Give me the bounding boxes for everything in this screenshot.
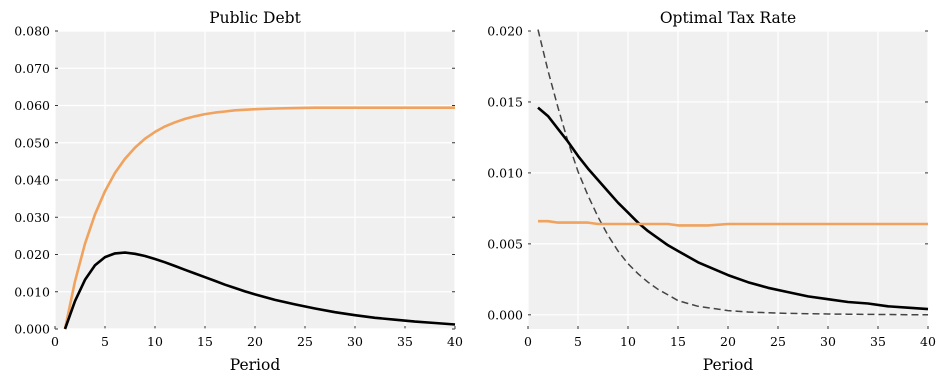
public-debt-y-tick-label: 0.010 — [14, 284, 50, 299]
optimal-tax-rate-series-line-3 — [538, 219, 928, 227]
optimal-tax-rate-y-tick-label: 0.010 — [487, 165, 523, 180]
optimal-tax-rate-x-tick-label: 20 — [720, 334, 736, 349]
public-debt-x-tick-label: 40 — [447, 334, 463, 349]
public-debt-x-tick-label: 0 — [51, 334, 59, 349]
optimal-tax-rate-series-line-1 — [537, 29, 929, 316]
optimal-tax-rate-y-tick-label: 0.005 — [487, 236, 523, 251]
optimal-tax-rate-x-tick-label: 30 — [820, 334, 836, 349]
public-debt-series-line-1 — [63, 106, 455, 330]
public-debt-y-tick-label: 0.080 — [14, 24, 50, 39]
public-debt-x-tick-label: 15 — [197, 334, 213, 349]
public-debt-title: Public Debt — [209, 9, 301, 27]
optimal-tax-rate-x-tick-label: 15 — [670, 334, 686, 349]
optimal-tax-rate-chart: 0 5 10 15 20 25 30 35 40 0.000 0.005 0.010 0.015 0.02… — [487, 9, 936, 374]
optimal-tax-rate-x-tick-label: 35 — [870, 334, 886, 349]
optimal-tax-rate-y-tick-label: 0.015 — [487, 94, 523, 109]
optimal-tax-rate-series-line-2 — [537, 106, 929, 311]
public-debt-x-tick-label: 20 — [247, 334, 263, 349]
public-debt-y-tick-label: 0.050 — [14, 135, 50, 150]
optimal-tax-rate-x-axis-label: Period — [703, 356, 754, 374]
optimal-tax-rate-x-tick-label: 40 — [920, 334, 936, 349]
public-debt-x-tick-label: 5 — [101, 334, 109, 349]
optimal-tax-rate-x-tick-label: 25 — [770, 334, 786, 349]
public-debt-y-tick-label: 0.040 — [14, 173, 50, 188]
optimal-tax-rate-y-tick-label: 0.020 — [487, 24, 523, 39]
optimal-tax-rate-title: Optimal Tax Rate — [660, 9, 796, 27]
public-debt-y-tick-label: 0.060 — [14, 98, 50, 113]
public-debt-y-tick-label: 0.000 — [14, 322, 50, 337]
public-debt-y-tick-label: 0.030 — [14, 210, 50, 225]
public-debt-x-tick-label: 30 — [347, 334, 363, 349]
public-debt-chart: 0 5 10 15 20 25 30 35 40 0.000 0.010 0.020 0.030 0.04… — [14, 9, 463, 374]
optimal-tax-rate-x-tick-label: 10 — [620, 334, 636, 349]
public-debt-x-tick-label: 10 — [147, 334, 163, 349]
public-debt-y-tick-label: 0.070 — [14, 61, 50, 76]
public-debt-x-tick-label: 25 — [297, 334, 313, 349]
public-debt-x-tick-label: 35 — [397, 334, 413, 349]
optimal-tax-rate-x-tick-label: 5 — [574, 334, 582, 349]
public-debt-series-line-2 — [63, 251, 456, 330]
public-debt-x-axis-label: Period — [230, 356, 281, 374]
optimal-tax-rate-y-tick-label: 0.000 — [487, 307, 523, 322]
optimal-tax-rate-x-tick-label: 0 — [524, 334, 532, 349]
public-debt-y-tick-label: 0.020 — [14, 247, 50, 262]
